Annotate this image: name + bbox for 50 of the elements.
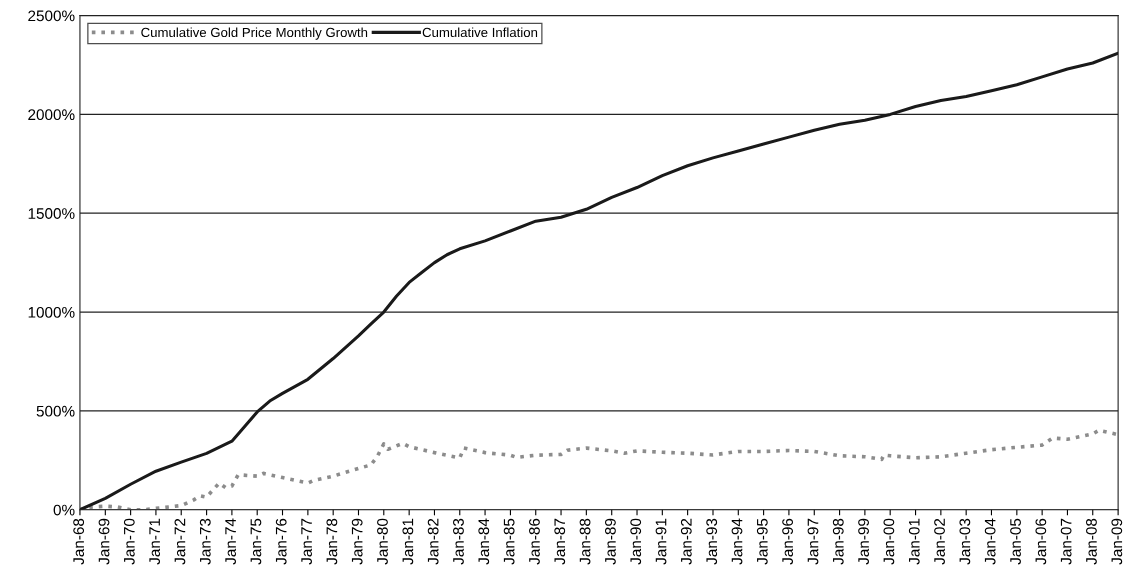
x-tick-label: Jan-90 <box>630 518 642 565</box>
x-tick-label: Jan-01 <box>908 518 920 565</box>
x-tick-label: Jan-84 <box>478 518 490 565</box>
legend-label: Cumulative Gold Price Monthly Growth <box>141 27 368 40</box>
x-tick-label: Jan-75 <box>250 518 262 565</box>
x-tick-label: Jan-94 <box>731 518 743 565</box>
x-tick-label: Jan-86 <box>529 518 540 565</box>
x-tick-label: Jan-91 <box>655 518 667 565</box>
x-tick-label: Jan-80 <box>377 518 388 565</box>
x-tick-label: Jan-70 <box>123 518 135 565</box>
x-tick-label: Jan-93 <box>706 518 718 565</box>
x-tick-label: Jan-79 <box>351 518 363 565</box>
x-tick-label: Jan-02 <box>934 518 945 565</box>
x-tick-label: Jan-87 <box>554 518 566 565</box>
x-tick-label: Jan-09 <box>1111 518 1123 565</box>
x-tick-label: Jan-83 <box>453 518 464 565</box>
legend-label: Cumulative Inflation <box>422 27 538 38</box>
x-tick-label: Jan-96 <box>782 518 794 565</box>
x-tick-label: Jan-71 <box>149 518 161 565</box>
x-tick-label: Jan-00 <box>883 518 895 565</box>
y-tick-label: 2000% <box>28 109 75 121</box>
x-tick-label: Jan-69 <box>98 518 110 565</box>
x-tick-label: Jan-99 <box>858 518 869 565</box>
x-tick-label: Jan-81 <box>402 518 414 565</box>
y-tick-label: 0% <box>53 504 75 516</box>
x-tick-label: Jan-98 <box>832 518 844 565</box>
x-tick-label: Jan-04 <box>984 518 996 565</box>
x-tick-label: Jan-08 <box>1086 518 1097 565</box>
x-tick-label: Jan-05 <box>1010 518 1021 565</box>
x-tick-label: Jan-82 <box>427 518 439 565</box>
x-tick-label: Jan-95 <box>756 518 768 565</box>
x-tick-label: Jan-89 <box>605 518 616 565</box>
x-tick-label: Jan-06 <box>1035 518 1047 565</box>
x-tick-label: Jan-92 <box>680 518 692 565</box>
x-tick-label: Jan-97 <box>807 518 819 565</box>
x-tick-label: Jan-03 <box>959 518 971 565</box>
x-tick-label: Jan-72 <box>174 518 186 565</box>
x-tick-label: Jan-68 <box>73 518 85 565</box>
x-tick-label: Jan-74 <box>225 518 236 565</box>
x-tick-label: Jan-07 <box>1060 518 1072 565</box>
y-tick-label: 1500% <box>28 208 75 219</box>
x-tick-label: Jan-85 <box>503 518 515 565</box>
x-tick-label: Jan-77 <box>301 518 312 565</box>
y-tick-label: 1000% <box>28 306 75 318</box>
x-tick-label: Jan-88 <box>579 518 591 565</box>
x-tick-label: Jan-76 <box>275 518 287 565</box>
x-tick-label: Jan-73 <box>199 518 211 565</box>
y-tick-label: 500% <box>36 405 75 417</box>
x-tick-label: Jan-78 <box>326 518 338 565</box>
y-tick-label: 2500% <box>28 10 75 22</box>
